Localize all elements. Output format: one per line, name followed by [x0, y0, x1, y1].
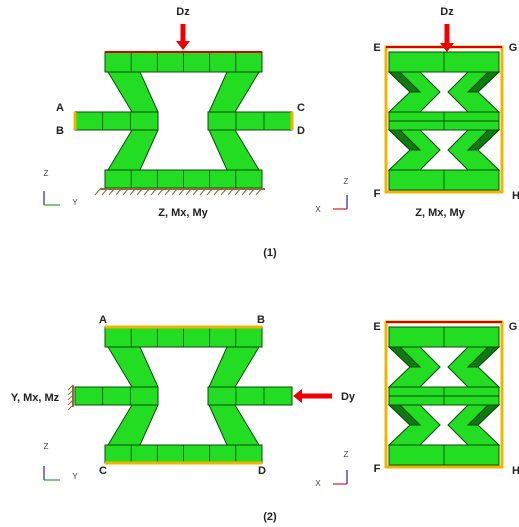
point-label: E: [373, 42, 380, 54]
axis-label: Z: [44, 442, 49, 451]
wall: [209, 72, 259, 112]
point-label: H: [512, 465, 519, 477]
axis-label: Z: [344, 177, 349, 186]
hatch: [68, 405, 73, 410]
point-label: G: [509, 321, 518, 333]
point-label: A: [99, 314, 107, 326]
point-label: D: [258, 465, 266, 477]
constraint-label: Y, Mx, Mz: [11, 392, 60, 404]
axis-label: Y: [72, 472, 78, 481]
axis-label: X: [315, 479, 321, 488]
load-arrow-head: [176, 41, 190, 50]
axis-label: Y: [72, 198, 78, 207]
wall: [209, 405, 259, 445]
point-label: F: [374, 463, 381, 475]
beam: [208, 387, 292, 405]
axis-label: Z: [44, 169, 49, 178]
point-label: C: [99, 465, 107, 477]
load-label: Dz: [440, 6, 454, 18]
point-label: D: [297, 125, 305, 137]
beam: [75, 387, 158, 405]
axis-label: X: [315, 205, 321, 214]
point-label: H: [512, 190, 519, 202]
load-label: Dz: [176, 6, 190, 18]
wall: [108, 130, 158, 170]
wall: [108, 347, 158, 387]
wall: [209, 130, 259, 170]
wall: [209, 347, 259, 387]
panel-label: (1): [263, 247, 277, 259]
point-label: B: [56, 125, 64, 137]
wall: [108, 72, 158, 112]
beam: [75, 112, 158, 130]
panel-label: (2): [263, 511, 277, 523]
constraint-label: Z, Mx, My: [415, 207, 465, 219]
point-label: A: [56, 102, 64, 114]
hatch: [95, 189, 100, 195]
figure: Dz A B C D Z, Mx, My Z Y Dz E G F H Z, M…: [0, 0, 519, 527]
wall: [108, 405, 158, 445]
load-label: Dy: [341, 391, 356, 403]
load-arrow-head: [293, 389, 302, 403]
constraint-label: Z, Mx, My: [158, 207, 208, 219]
beam: [208, 112, 292, 130]
point-label: C: [297, 102, 305, 114]
axis-label: Z: [344, 450, 349, 459]
point-label: G: [509, 42, 518, 54]
point-label: F: [374, 188, 381, 200]
point-label: E: [373, 321, 380, 333]
point-label: B: [257, 314, 265, 326]
